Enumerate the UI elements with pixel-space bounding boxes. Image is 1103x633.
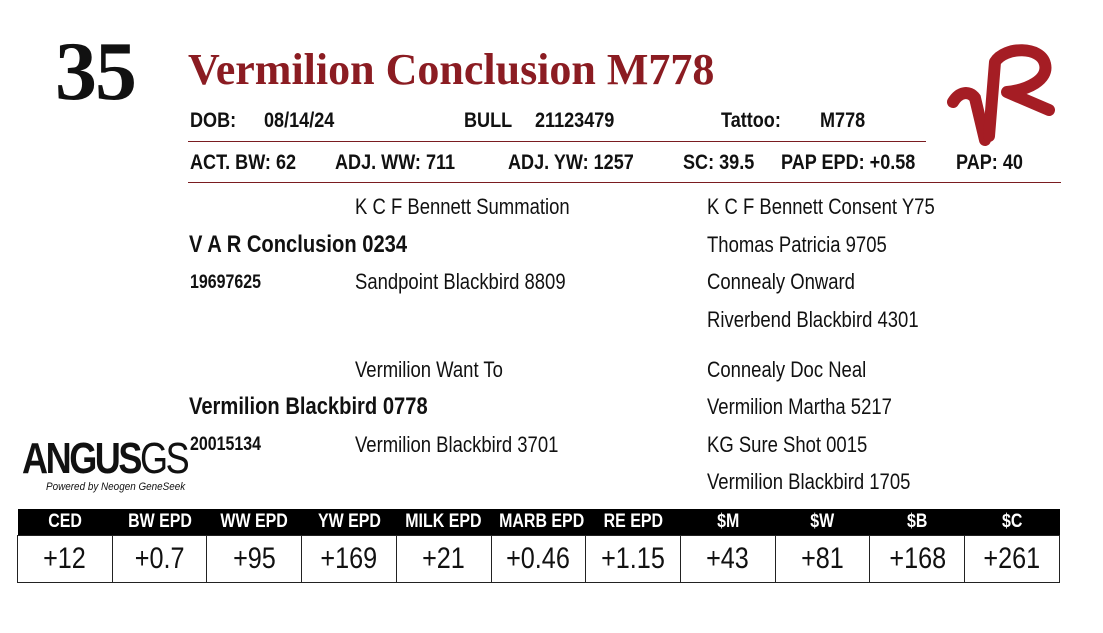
epd-header-milk: MILK EPD [396, 509, 492, 536]
epd-header-ww: WW EPD [206, 509, 302, 536]
angus-gs-wordmark: ANGUSGS [22, 434, 190, 483]
gs-word: GS [140, 434, 190, 483]
epd-value-c: +261 [964, 535, 1060, 583]
epd-header-re: RE EPD [585, 509, 681, 536]
epd-value-milk: +21 [395, 535, 492, 583]
ddd: Vermilion Blackbird 1705 [707, 469, 911, 494]
sire-registration: 19697625 [190, 272, 262, 293]
dam-dam: Vermilion Blackbird 3701 [355, 432, 559, 457]
dob-value: 08/14/24 [264, 109, 335, 132]
dss: Connealy Doc Neal [707, 357, 867, 382]
dds: KG Sure Shot 0015 [707, 432, 868, 457]
epd-header-yw: YW EPD [301, 509, 397, 536]
lot-number: 35 [55, 25, 137, 118]
epd-value-yw: +169 [301, 535, 397, 583]
epd-value-w: +81 [774, 535, 871, 583]
angus-tagline: Powered by Neogen GeneSeek [46, 481, 186, 493]
dam-registration: 20015134 [190, 434, 262, 455]
epd-value-re: +1.15 [585, 535, 682, 583]
sds: Connealy Onward [707, 269, 855, 294]
info-divider [188, 141, 926, 142]
epd-header-b: $B [869, 509, 965, 536]
epd-value-b: +168 [869, 535, 966, 583]
epd-value-bw: +0.7 [111, 535, 208, 583]
dam-sire: Vermilion Want To [355, 357, 503, 382]
adj-ww: ADJ. WW: 711 [335, 151, 456, 174]
epd-header-ced: CED [17, 509, 113, 536]
pap-epd: PAP EPD: +0.58 [781, 151, 916, 174]
epd-header-row: CED BW EPD WW EPD YW EPD MILK EPD MARB E… [17, 509, 1060, 536]
animal-name: Vermilion Conclusion M778 [188, 45, 715, 94]
sss: K C F Bennett Consent Y75 [707, 194, 935, 219]
epd-value-ced: +12 [17, 535, 113, 583]
sire-name: V A R Conclusion 0234 [189, 231, 408, 258]
act-bw: ACT. BW: 62 [190, 151, 297, 174]
dam-name: Vermilion Blackbird 0778 [189, 393, 428, 420]
sdd: Riverbend Blackbird 4301 [707, 307, 919, 332]
scrotal-circumference: SC: 39.5 [683, 151, 755, 174]
dsd: Vermilion Martha 5217 [707, 394, 892, 419]
registration-number: 21123479 [535, 109, 615, 132]
sire-dam: Sandpoint Blackbird 8809 [355, 269, 566, 294]
epd-header-w: $W [775, 509, 870, 536]
epd-header-m: $M [680, 509, 776, 536]
angus-gs-logo: ANGUSGS Powered by Neogen GeneSeek [22, 434, 223, 494]
tattoo-label: Tattoo: [721, 109, 781, 132]
measures-divider [188, 182, 1061, 183]
info-row: DOB: [190, 110, 236, 131]
adj-yw: ADJ. YW: 1257 [508, 151, 634, 174]
tattoo-value: M778 [820, 109, 866, 132]
vr-brand-logo [947, 44, 1055, 146]
dob-label: DOB: [190, 109, 237, 132]
epd-value-ww: +95 [206, 535, 303, 583]
epd-header-bw: BW EPD [112, 509, 207, 536]
angus-word: ANGUS [22, 434, 142, 483]
pap: PAP: 40 [956, 151, 1023, 174]
epd-value-m: +43 [680, 535, 776, 583]
epd-header-marb: MARB EPD [491, 509, 586, 536]
sex-label: BULL [464, 109, 513, 132]
sire-sire: K C F Bennett Summation [355, 194, 570, 219]
epd-table: CED BW EPD WW EPD YW EPD MILK EPD MARB E… [17, 509, 1060, 583]
epd-value-marb: +0.46 [490, 535, 587, 583]
ssd: Thomas Patricia 9705 [707, 232, 887, 257]
epd-value-row: +12 +0.7 +95 +169 +21 +0.46 +1.15 +43 +8… [17, 535, 1060, 583]
epd-header-c: $C [964, 509, 1060, 536]
